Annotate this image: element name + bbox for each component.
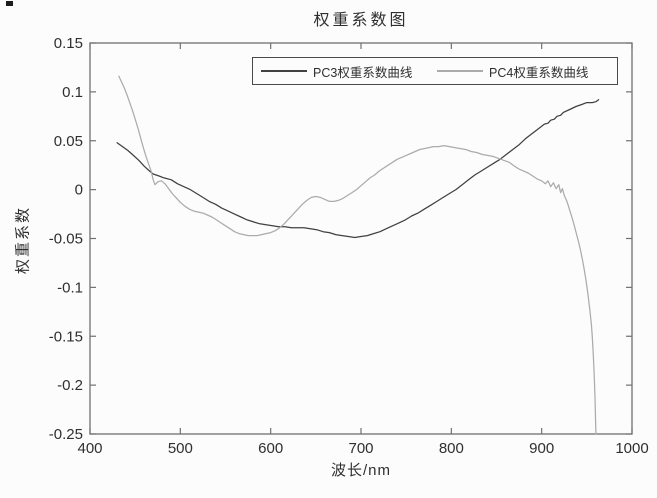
y-tick-label: -0.05 (49, 231, 83, 248)
pc4-line-sample (437, 70, 483, 72)
y-tick-label: 0.1 (62, 84, 83, 101)
x-tick-label: 600 (258, 440, 283, 457)
scan-artifact (6, 1, 13, 6)
y-tick-label: -0.2 (57, 377, 83, 394)
x-axis-label: 波长/nm (330, 462, 391, 479)
legend-entry-pc3: PC3权重系数曲线 (261, 62, 437, 81)
y-tick-label: -0.1 (57, 279, 83, 296)
y-tick-label: -0.15 (49, 328, 83, 345)
x-tick-label: 800 (439, 440, 464, 457)
chart-title: 权重系数图 (313, 12, 409, 29)
y-tick-label: -0.25 (49, 426, 83, 443)
curve-pc3 (116, 99, 600, 239)
x-tick-label: 900 (529, 440, 554, 457)
legend-label-pc4: PC4权重系数曲线 (489, 65, 589, 80)
axes-box (89, 42, 633, 435)
y-tick-label: 0.05 (54, 133, 83, 150)
x-tick-label: 400 (77, 440, 102, 457)
x-tick-label: 700 (348, 440, 373, 457)
pc3-line-sample (261, 70, 307, 72)
x-tick-label: 500 (168, 440, 193, 457)
y-tick-label: 0.15 (54, 35, 83, 52)
curve-pc4 (118, 75, 597, 435)
y-tick-label: 0 (75, 182, 83, 199)
legend: PC3权重系数曲线 PC4权重系数曲线 (252, 57, 618, 85)
x-tick-label: 1000 (615, 440, 648, 457)
legend-label-pc3: PC3权重系数曲线 (313, 65, 413, 80)
legend-entry-pc4: PC4权重系数曲线 (437, 62, 613, 81)
y-axis-label: 权重系数 (14, 205, 32, 275)
